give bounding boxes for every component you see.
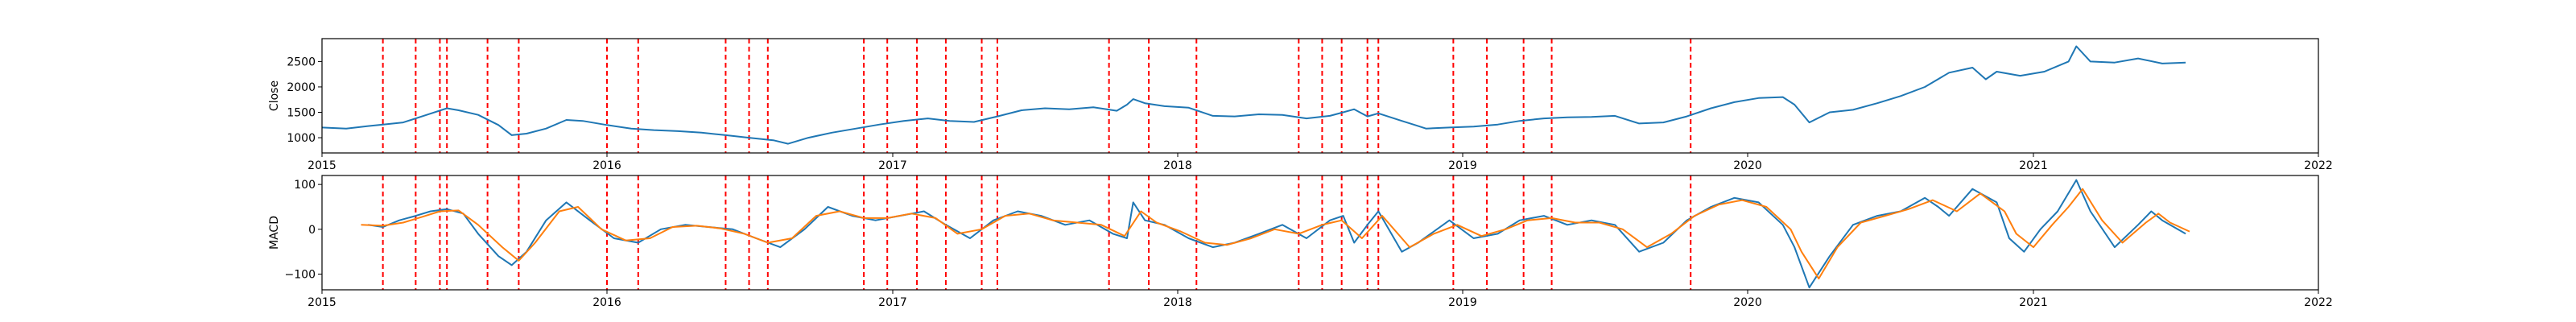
close-x-tick-label-2: 2017 [878,159,907,172]
close-plot-area [322,39,2318,153]
macd-x-ticks: 2015 2016 2017 2018 2019 2020 2021 2022 [308,290,2333,309]
close-vlines [382,39,1692,153]
close-series [321,45,2186,145]
close-x-tick-label-7: 2022 [2304,159,2333,172]
macd-y-ticks: −100 0 100 [285,179,322,282]
close-y-ticks: 1000 1500 2000 2500 [287,56,322,145]
macd-y-tick-label-1: 0 [308,224,316,237]
close-x-tick-label-0: 2015 [308,159,336,172]
close-y-tick-label-2: 2000 [287,81,316,94]
close-chart: 2015 2016 2017 2018 2019 2020 2021 2022 1000 150… [268,38,2333,172]
macd-x-tick-label-2: 2017 [878,296,907,309]
macd-vlines [382,175,1692,290]
macd-x-tick-label-3: 2018 [1163,296,1192,309]
macd-x-tick-label-5: 2020 [1733,296,1762,309]
close-y-axis-label: Close [268,80,281,111]
close-y-tick-label-1: 1500 [287,107,316,120]
close-y-tick-label-3: 2500 [287,56,316,68]
macd-y-tick-label-2: 100 [294,179,316,192]
macd-x-tick-label-0: 2015 [308,296,336,309]
close-y-tick-label-0: 1000 [287,132,316,145]
macd-plot-frame [321,175,2319,291]
close-x-tick-label-1: 2016 [592,159,621,172]
macd-series [361,179,2190,289]
close-x-ticks: 2015 2016 2017 2018 2019 2020 2021 2022 [308,153,2333,172]
macd-x-tick-label-1: 2016 [592,296,621,309]
macd-chart: 2015 2016 2017 2018 2019 2020 2021 2022 −100 0 10… [268,175,2333,309]
macd-series-line-0 [368,179,2186,289]
close-x-tick-label-5: 2020 [1733,159,1762,172]
macd-x-tick-label-7: 2022 [2304,296,2333,309]
close-x-tick-label-4: 2019 [1448,159,1477,172]
close-x-tick-label-6: 2021 [2019,159,2048,172]
macd-y-axis-label: MACD [268,216,281,250]
close-x-tick-label-3: 2018 [1163,159,1192,172]
macd-x-tick-label-6: 2021 [2019,296,2048,309]
macd-y-tick-label-0: −100 [285,269,316,282]
macd-series-line-1 [361,188,2190,280]
close-plot-frame [321,38,2319,154]
close-series-line-0 [321,45,2186,145]
macd-x-tick-label-4: 2019 [1448,296,1477,309]
macd-plot-area [322,175,2318,290]
